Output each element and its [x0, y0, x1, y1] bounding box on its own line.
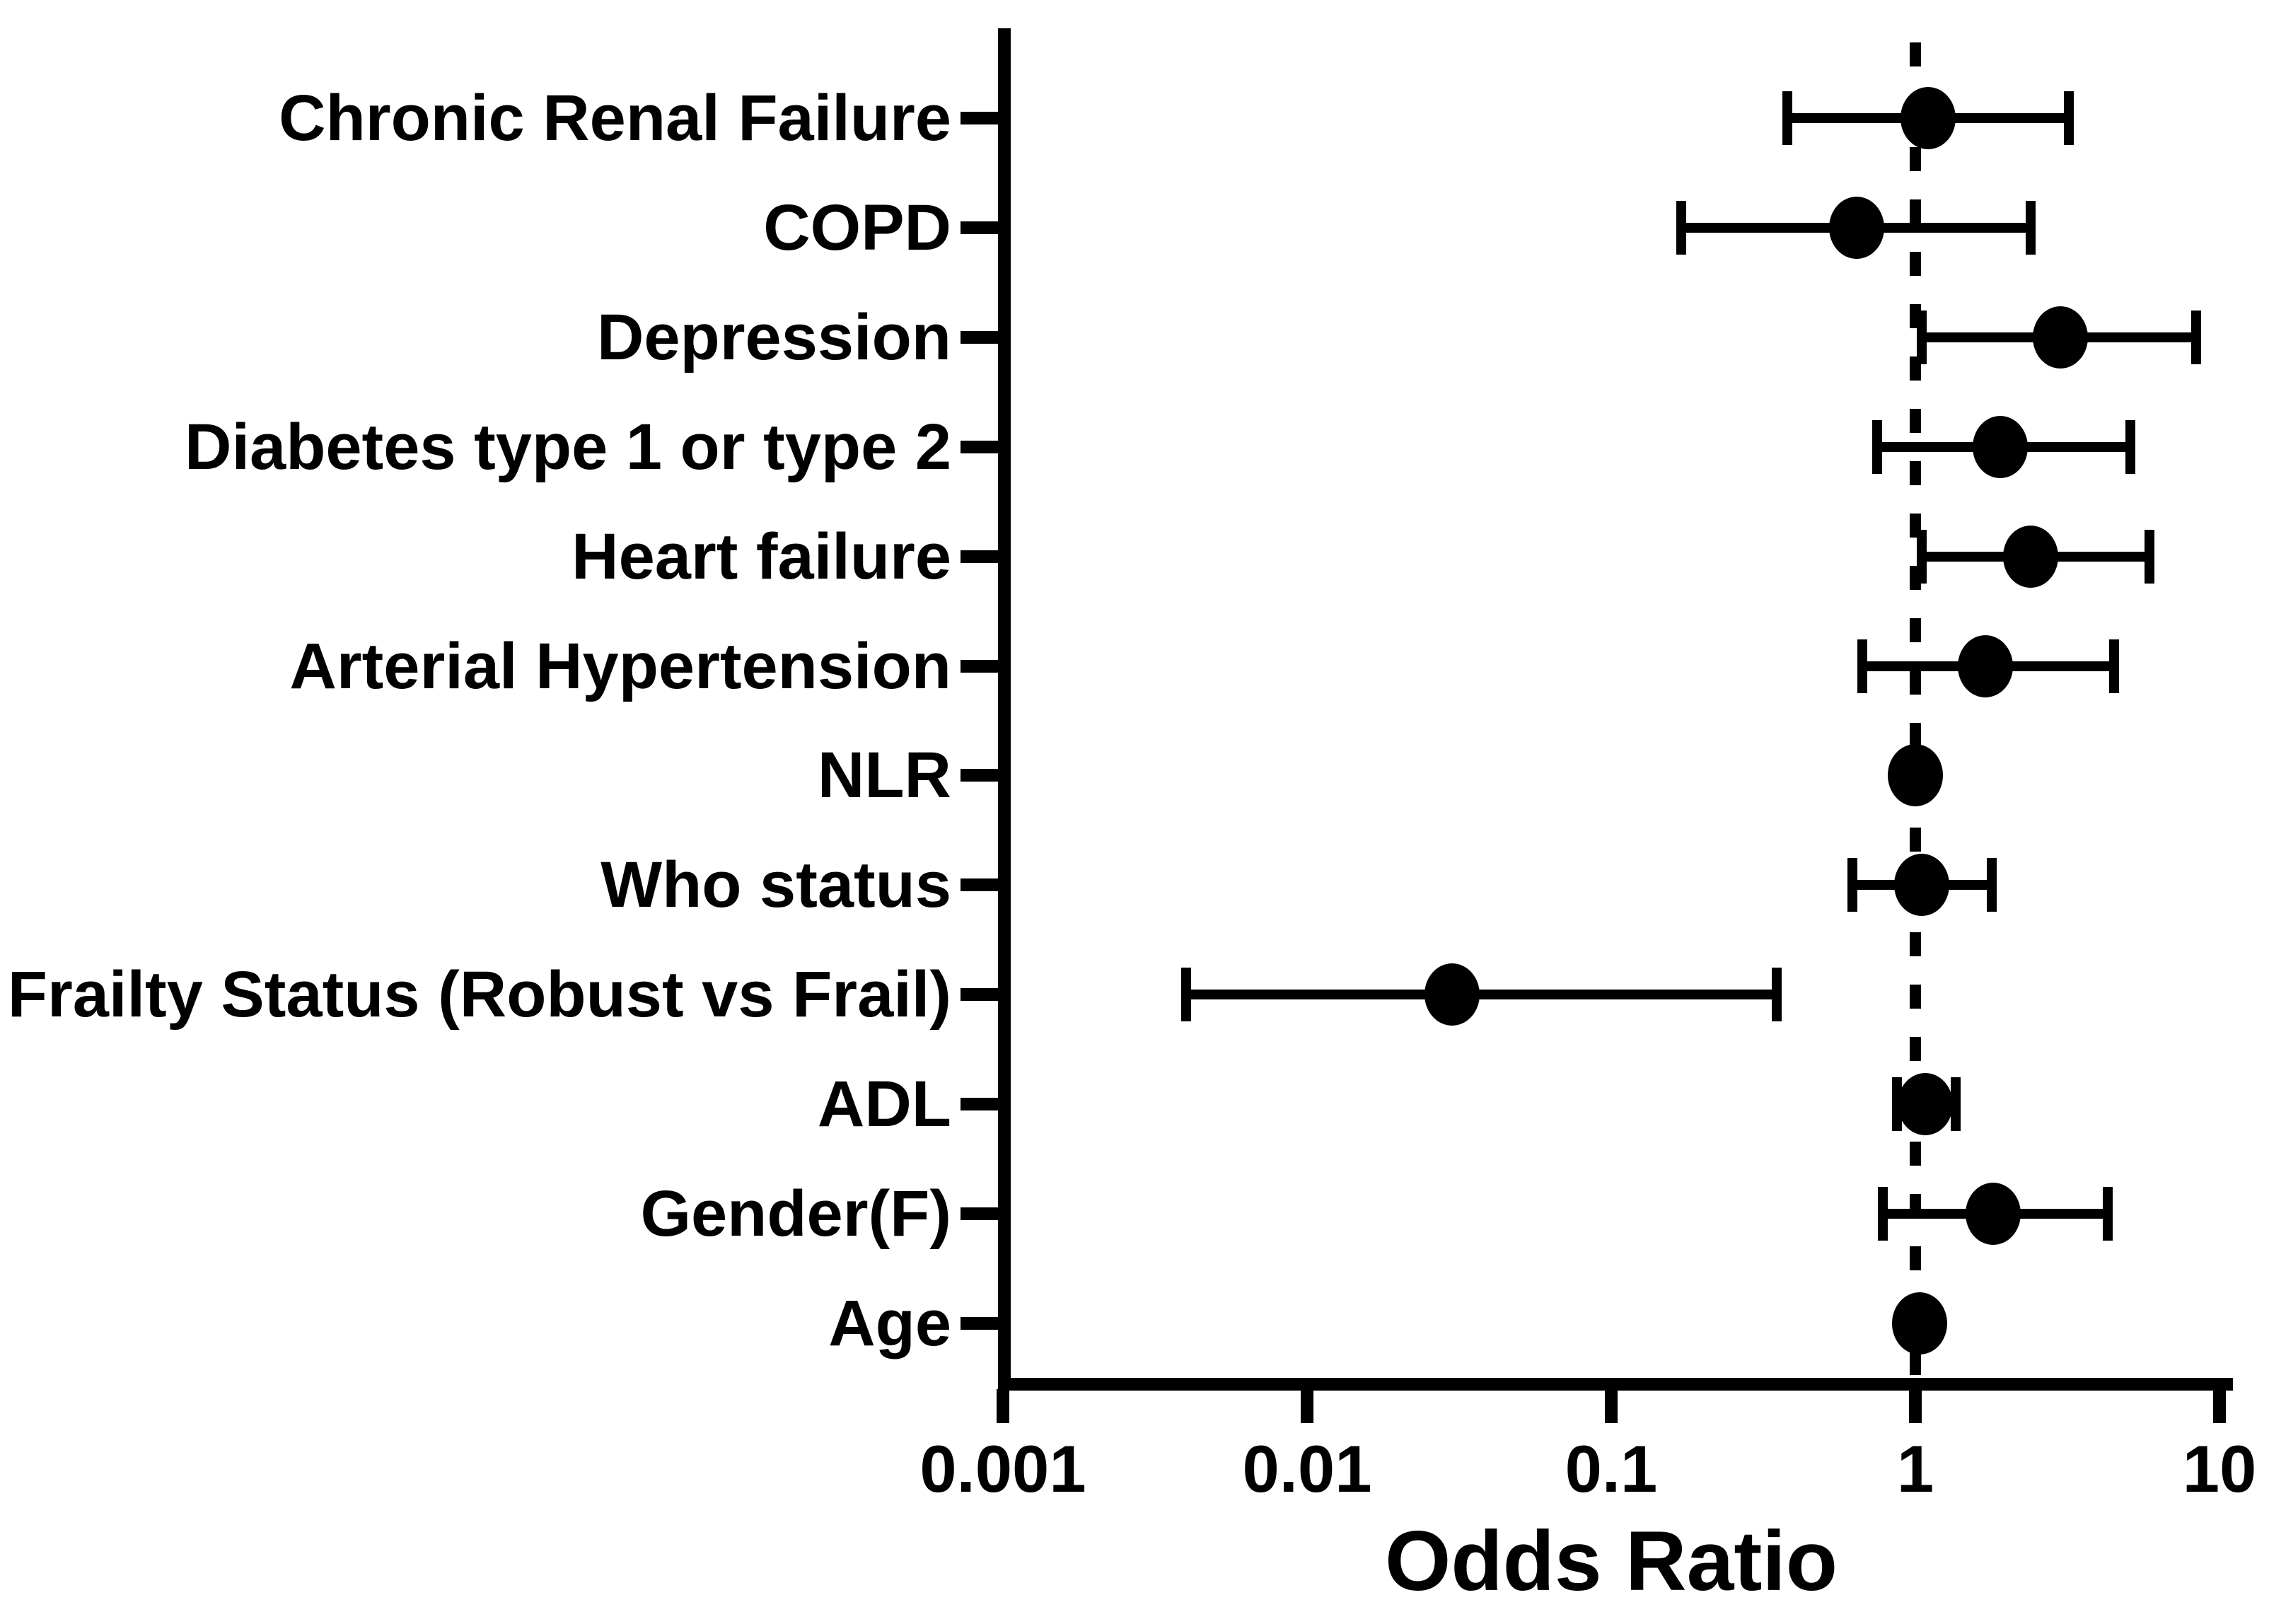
- row-label: COPD: [763, 192, 951, 265]
- y-axis-tick: [961, 440, 999, 453]
- odds-ratio-marker: [1958, 634, 2014, 697]
- row-label: Gender(F): [640, 1177, 951, 1250]
- y-axis-tick: [961, 878, 999, 892]
- ci-whisker: [1185, 990, 1777, 1000]
- x-axis-tick: [1909, 1389, 1922, 1423]
- odds-ratio-marker: [1828, 197, 1884, 260]
- ci-cap-low: [1877, 1186, 1888, 1241]
- ci-cap-high: [2125, 419, 2136, 474]
- odds-ratio-marker: [1965, 1182, 2021, 1245]
- ci-cap-low: [1872, 419, 1883, 474]
- odds-ratio-marker: [1898, 1072, 1954, 1135]
- row-label: Heart failure: [571, 520, 951, 593]
- y-axis-tick: [961, 659, 999, 673]
- ci-cap-low: [1180, 968, 1191, 1022]
- row-label: Chronic Renal Failure: [279, 82, 951, 155]
- x-axis-tick-label: 10: [2182, 1432, 2257, 1506]
- x-axis-tick-label: 0.1: [1565, 1432, 1658, 1506]
- x-axis-tick: [997, 1389, 1009, 1423]
- y-axis-tick: [961, 769, 999, 782]
- ci-cap-high: [2103, 1186, 2113, 1241]
- row-label: Who status: [600, 849, 951, 922]
- x-axis-line: [998, 1378, 2233, 1391]
- x-axis-tick-label: 0.001: [919, 1432, 1086, 1506]
- row-label: Depression: [596, 301, 951, 374]
- odds-ratio-marker: [2003, 525, 2059, 588]
- ci-cap-high: [2191, 311, 2202, 365]
- reference-line-or-1: [1910, 42, 1921, 1378]
- ci-cap-high: [2145, 529, 2155, 584]
- ci-cap-high: [2026, 201, 2036, 255]
- y-axis-tick: [961, 331, 999, 344]
- odds-ratio-marker: [2033, 306, 2089, 369]
- y-axis-line: [998, 28, 1011, 1391]
- x-axis-title: Odds Ratio: [1384, 1514, 1838, 1608]
- row-label: Arterial Hypertension: [289, 630, 951, 702]
- y-axis-tick: [961, 550, 999, 563]
- odds-ratio-marker: [1900, 87, 1956, 150]
- odds-ratio-marker: [1888, 744, 1943, 807]
- ci-cap-low: [1847, 858, 1857, 912]
- y-axis-tick: [961, 1097, 999, 1110]
- x-axis-tick: [1301, 1389, 1313, 1423]
- x-axis-tick: [1605, 1389, 1618, 1423]
- y-axis-tick: [961, 221, 999, 235]
- odds-ratio-marker: [1972, 415, 2028, 478]
- odds-ratio-marker: [1891, 1292, 1947, 1355]
- ci-cap-high: [2064, 91, 2074, 146]
- ci-cap-high: [1986, 858, 1997, 912]
- y-axis-tick: [961, 988, 999, 1002]
- ci-cap-high: [1951, 1077, 1961, 1131]
- y-axis-tick: [961, 112, 999, 125]
- ci-cap-low: [1782, 91, 1793, 146]
- row-label: Age: [828, 1287, 951, 1359]
- x-axis-tick-label: 0.01: [1242, 1432, 1372, 1506]
- row-label: Frailty Status (Robust vs Frail): [7, 958, 951, 1031]
- row-label: ADL: [817, 1067, 951, 1140]
- ci-cap-high: [2108, 639, 2119, 693]
- ci-cap-high: [1771, 968, 1782, 1022]
- ci-cap-low: [1917, 311, 1927, 365]
- y-axis-tick: [961, 1207, 999, 1220]
- y-axis-tick: [961, 1316, 999, 1330]
- row-label: Diabetes type 1 or type 2: [185, 410, 951, 483]
- odds-ratio-marker: [1424, 963, 1480, 1026]
- odds-ratio-marker: [1894, 854, 1950, 917]
- x-axis-tick-label: 1: [1896, 1432, 1934, 1506]
- ci-cap-low: [1857, 639, 1868, 693]
- ci-cap-low: [1917, 529, 1927, 584]
- ci-cap-low: [1676, 201, 1687, 255]
- row-label: NLR: [817, 739, 951, 812]
- x-axis-tick: [2213, 1389, 2226, 1423]
